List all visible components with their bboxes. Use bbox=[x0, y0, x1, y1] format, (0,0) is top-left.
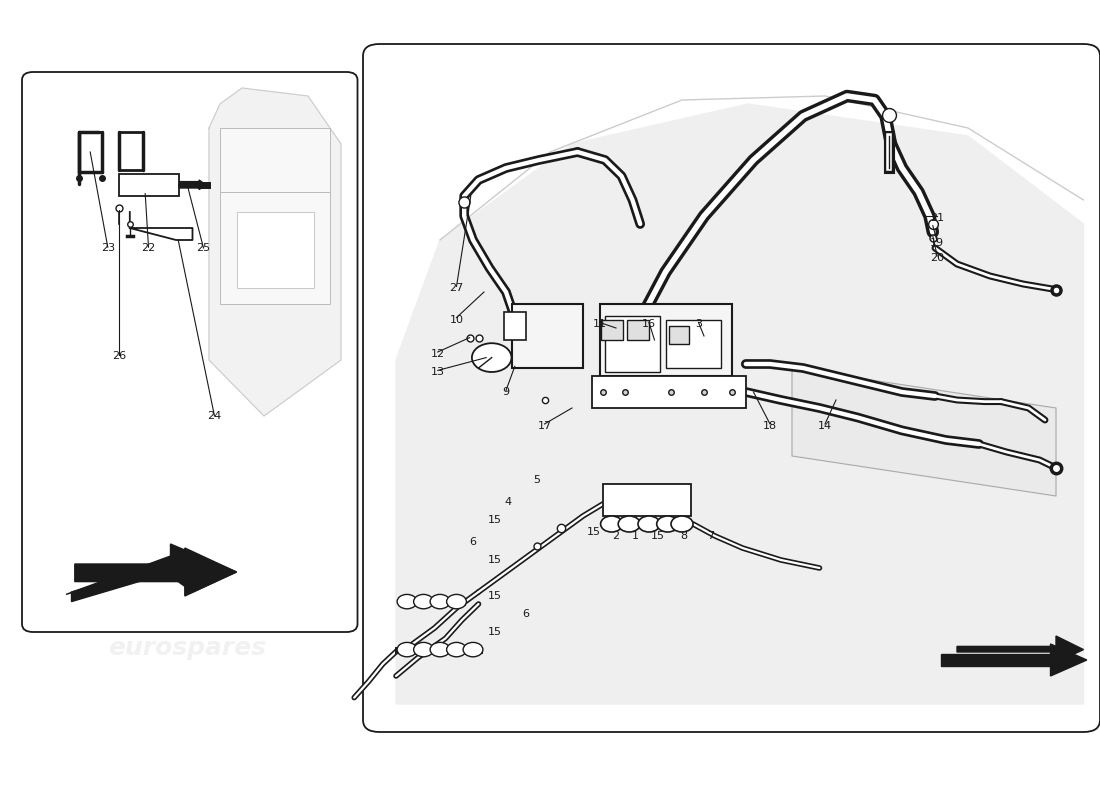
Circle shape bbox=[414, 642, 433, 657]
Text: 6: 6 bbox=[522, 610, 529, 619]
Text: 15: 15 bbox=[488, 515, 502, 525]
Circle shape bbox=[472, 343, 512, 372]
Text: 21: 21 bbox=[931, 213, 944, 222]
Polygon shape bbox=[940, 654, 1050, 666]
Circle shape bbox=[397, 594, 417, 609]
Text: 1: 1 bbox=[632, 531, 639, 541]
Text: 2: 2 bbox=[613, 531, 619, 541]
Text: 9: 9 bbox=[503, 387, 509, 397]
Text: 5: 5 bbox=[534, 475, 540, 485]
Polygon shape bbox=[209, 88, 341, 416]
Text: 3: 3 bbox=[695, 319, 702, 329]
Polygon shape bbox=[792, 368, 1056, 496]
Text: 22: 22 bbox=[142, 243, 155, 253]
Text: 15: 15 bbox=[488, 627, 502, 637]
Text: 4: 4 bbox=[505, 498, 512, 507]
Text: eurospares: eurospares bbox=[636, 132, 794, 156]
Circle shape bbox=[657, 516, 679, 532]
Circle shape bbox=[414, 594, 433, 609]
Bar bbox=[600, 304, 732, 376]
Text: eurospares: eurospares bbox=[636, 636, 794, 660]
Text: eurospares: eurospares bbox=[108, 132, 266, 156]
Bar bbox=[603, 484, 691, 516]
Text: 25: 25 bbox=[197, 243, 210, 253]
Bar bbox=[504, 312, 526, 340]
FancyBboxPatch shape bbox=[363, 44, 1100, 732]
Text: 26: 26 bbox=[112, 351, 125, 361]
Polygon shape bbox=[957, 636, 1084, 662]
Text: 7: 7 bbox=[707, 531, 714, 541]
Bar bbox=[512, 304, 583, 368]
Text: 23: 23 bbox=[101, 243, 114, 253]
Text: 13: 13 bbox=[431, 367, 444, 377]
Polygon shape bbox=[75, 556, 231, 588]
Text: 20: 20 bbox=[931, 253, 944, 262]
Text: 12: 12 bbox=[431, 349, 444, 358]
Bar bbox=[627, 320, 649, 340]
Circle shape bbox=[397, 642, 417, 657]
Text: 14: 14 bbox=[818, 421, 832, 430]
Polygon shape bbox=[185, 548, 236, 596]
Bar bbox=[669, 326, 689, 344]
Text: 6: 6 bbox=[470, 538, 476, 547]
Text: 24: 24 bbox=[208, 411, 221, 421]
Circle shape bbox=[430, 594, 450, 609]
Bar bbox=[236, 212, 314, 288]
Circle shape bbox=[618, 516, 640, 532]
Circle shape bbox=[638, 516, 660, 532]
Bar bbox=[605, 316, 660, 372]
Bar bbox=[119, 174, 179, 196]
Text: 15: 15 bbox=[488, 555, 502, 565]
Bar bbox=[592, 376, 746, 408]
Text: 15: 15 bbox=[488, 591, 502, 601]
Circle shape bbox=[463, 642, 483, 657]
Text: 11: 11 bbox=[593, 319, 606, 329]
Polygon shape bbox=[170, 544, 236, 592]
Circle shape bbox=[447, 594, 466, 609]
Polygon shape bbox=[72, 558, 185, 602]
Text: 15: 15 bbox=[651, 531, 664, 541]
Circle shape bbox=[447, 642, 466, 657]
Text: 19: 19 bbox=[931, 238, 944, 248]
Text: 18: 18 bbox=[763, 421, 777, 430]
Bar bbox=[220, 192, 330, 304]
Circle shape bbox=[601, 516, 623, 532]
Bar bbox=[601, 320, 623, 340]
Text: 16: 16 bbox=[642, 319, 656, 329]
Text: 27: 27 bbox=[450, 283, 463, 293]
Circle shape bbox=[430, 642, 450, 657]
FancyArrow shape bbox=[179, 180, 206, 190]
Text: 17: 17 bbox=[538, 421, 551, 430]
Polygon shape bbox=[1050, 644, 1087, 676]
FancyBboxPatch shape bbox=[22, 72, 358, 632]
Circle shape bbox=[671, 516, 693, 532]
Text: 15: 15 bbox=[587, 527, 601, 537]
Text: eurospares: eurospares bbox=[108, 636, 266, 660]
Polygon shape bbox=[396, 104, 1084, 704]
Text: 8: 8 bbox=[681, 531, 688, 541]
Bar bbox=[666, 320, 720, 368]
Polygon shape bbox=[66, 556, 192, 594]
Text: 10: 10 bbox=[450, 315, 463, 325]
Bar bbox=[220, 128, 330, 192]
